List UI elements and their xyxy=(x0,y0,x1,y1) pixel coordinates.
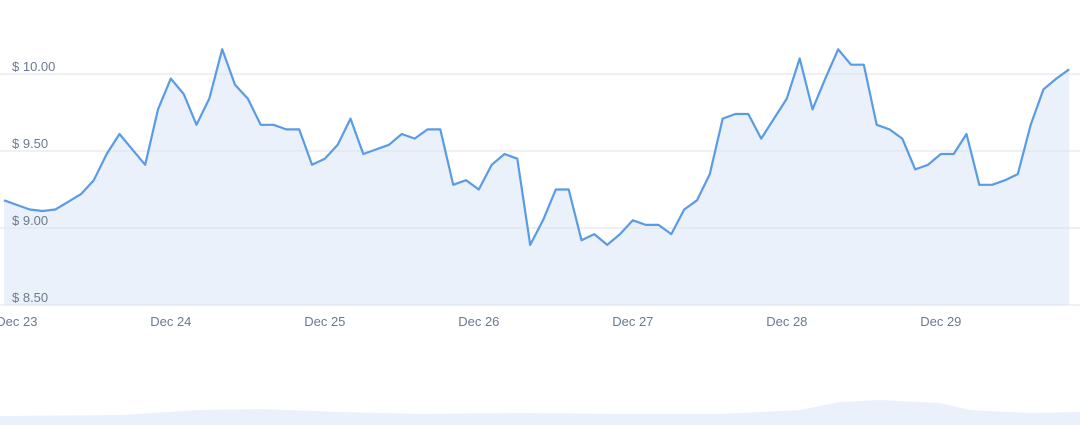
x-tick-label: Dec 24 xyxy=(150,314,191,329)
x-tick-label: Dec 28 xyxy=(766,314,807,329)
x-tick-label: Dec 29 xyxy=(920,314,961,329)
x-tick-label: Dec 27 xyxy=(612,314,653,329)
y-tick-label: $ 9.00 xyxy=(12,213,48,228)
x-tick-label: Dec 23 xyxy=(0,314,37,329)
y-tick-label: $ 8.50 xyxy=(12,290,48,305)
navigator-area xyxy=(0,400,1080,425)
y-tick-label: $ 9.50 xyxy=(12,136,48,151)
y-tick-label: $ 10.00 xyxy=(12,59,55,74)
x-tick-label: Dec 26 xyxy=(458,314,499,329)
price-line xyxy=(3,48,1070,246)
area xyxy=(4,49,1070,305)
x-tick-label: Dec 25 xyxy=(304,314,345,329)
